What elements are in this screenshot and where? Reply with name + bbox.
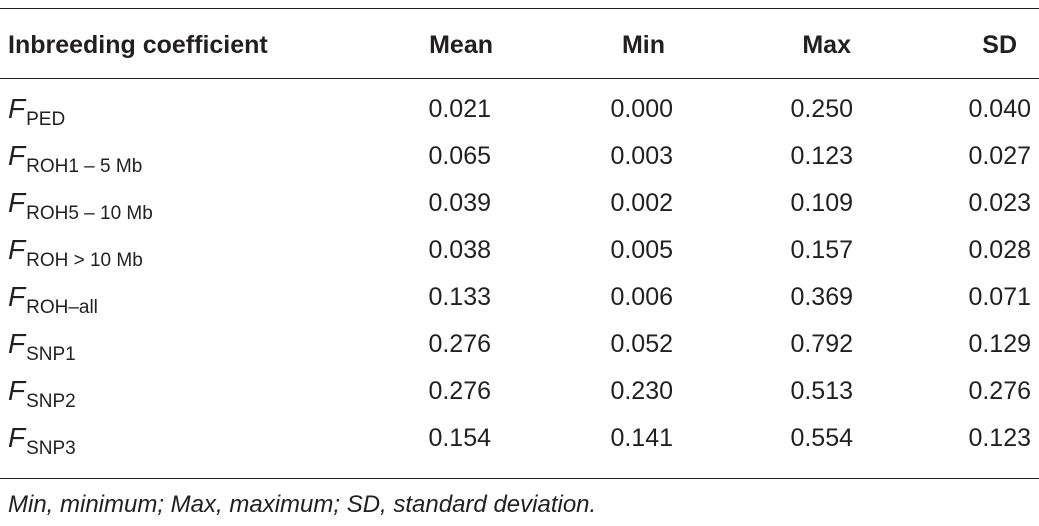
row-min: 0.230	[610, 377, 673, 405]
table-row: FROH–all 0.133 0.006 0.369 0.071	[0, 278, 1039, 325]
table-top-rule	[0, 8, 1039, 9]
row-mean: 0.133	[428, 283, 491, 311]
table-bottom-rule	[0, 478, 1039, 479]
row-mean: 0.039	[428, 189, 491, 217]
table-row: FROH > 10 Mb 0.038 0.005 0.157 0.028	[0, 231, 1039, 278]
row-min: 0.000	[610, 95, 673, 123]
row-coefficient-name: FSNP1	[8, 328, 76, 365]
row-mean: 0.276	[428, 377, 491, 405]
row-sd: 0.040	[968, 95, 1031, 123]
table-row: FSNP3 0.154 0.141 0.554 0.123	[0, 419, 1039, 466]
row-max: 0.109	[790, 189, 853, 217]
header-min: Min	[621, 31, 665, 59]
row-max: 0.369	[790, 283, 853, 311]
row-min: 0.003	[610, 142, 673, 170]
table-row: FROH5 – 10 Mb 0.039 0.002 0.109 0.023	[0, 184, 1039, 231]
table-header-rule	[0, 78, 1039, 79]
row-min: 0.002	[610, 189, 673, 217]
row-max: 0.513	[790, 377, 853, 405]
table-row: FSNP2 0.276 0.230 0.513 0.276	[0, 372, 1039, 419]
table-row: FSNP1 0.276 0.052 0.792 0.129	[0, 325, 1039, 372]
row-sd: 0.071	[968, 283, 1031, 311]
row-min: 0.052	[610, 330, 673, 358]
header-coefficient: Inbreeding coefficient	[8, 31, 268, 59]
row-max: 0.554	[790, 424, 853, 452]
row-max: 0.250	[790, 95, 853, 123]
row-sd: 0.123	[968, 424, 1031, 452]
row-coefficient-name: FSNP3	[8, 422, 76, 459]
header-sd: SD	[982, 31, 1017, 59]
header-max: Max	[802, 31, 851, 59]
row-coefficient-name: FROH5 – 10 Mb	[8, 187, 153, 224]
row-mean: 0.065	[428, 142, 491, 170]
row-max: 0.157	[790, 236, 853, 264]
row-coefficient-name: FROH–all	[8, 281, 98, 318]
table-body: FPED 0.021 0.000 0.250 0.040 FROH1 – 5 M…	[0, 90, 1039, 466]
row-mean: 0.154	[428, 424, 491, 452]
row-sd: 0.276	[968, 377, 1031, 405]
row-mean: 0.021	[428, 95, 491, 123]
row-max: 0.792	[790, 330, 853, 358]
table-row: FROH1 – 5 Mb 0.065 0.003 0.123 0.027	[0, 137, 1039, 184]
row-coefficient-name: FSNP2	[8, 375, 76, 412]
row-min: 0.005	[610, 236, 673, 264]
row-max: 0.123	[790, 142, 853, 170]
row-min: 0.006	[610, 283, 673, 311]
table-row: FPED 0.021 0.000 0.250 0.040	[0, 90, 1039, 137]
row-min: 0.141	[610, 424, 673, 452]
row-coefficient-name: FROH > 10 Mb	[8, 234, 143, 271]
row-mean: 0.038	[428, 236, 491, 264]
row-sd: 0.129	[968, 330, 1031, 358]
row-mean: 0.276	[428, 330, 491, 358]
table-header-row: Inbreeding coefficient Mean Min Max SD	[0, 8, 1039, 78]
table-footnote: Min, minimum; Max, maximum; SD, standard…	[8, 491, 597, 518]
row-coefficient-name: FPED	[8, 93, 66, 130]
header-mean: Mean	[429, 31, 493, 59]
row-coefficient-name: FROH1 – 5 Mb	[8, 140, 143, 177]
row-sd: 0.023	[968, 189, 1031, 217]
row-sd: 0.028	[968, 236, 1031, 264]
row-sd: 0.027	[968, 142, 1031, 170]
